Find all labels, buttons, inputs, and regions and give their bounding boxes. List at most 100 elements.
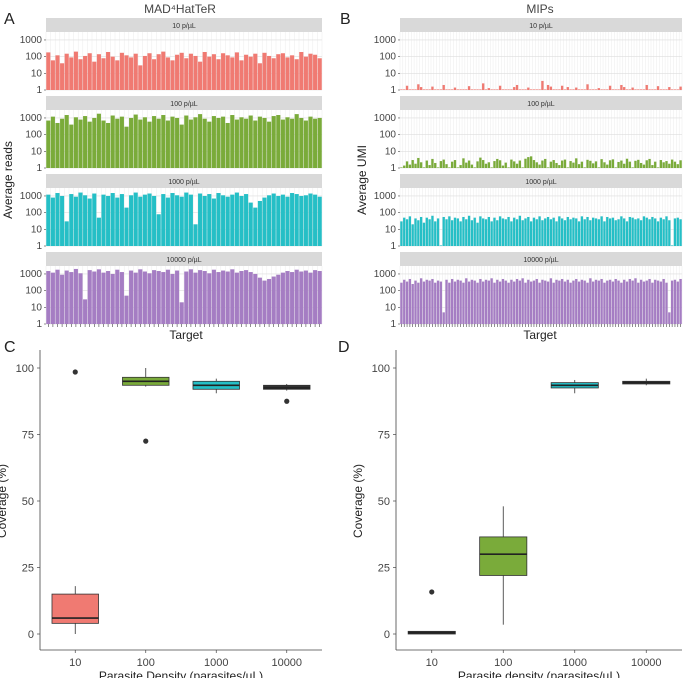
bar <box>411 89 414 90</box>
bar <box>459 165 462 168</box>
bar <box>92 117 97 168</box>
bar <box>665 161 668 168</box>
bar <box>280 53 285 90</box>
bar <box>541 80 544 90</box>
bar <box>631 217 634 246</box>
bar <box>501 218 505 246</box>
bar <box>620 84 623 90</box>
bar <box>115 60 120 90</box>
box-d-10000 <box>622 378 671 386</box>
bar <box>405 281 409 324</box>
bar <box>589 278 592 324</box>
bar <box>473 217 476 246</box>
bar <box>96 54 101 90</box>
bar <box>467 281 471 324</box>
bar <box>555 89 558 90</box>
bar <box>552 217 555 246</box>
bar <box>586 216 589 246</box>
bar <box>417 220 420 246</box>
bar <box>179 52 184 90</box>
bar <box>428 280 431 324</box>
bar <box>600 278 603 324</box>
bar <box>555 221 558 246</box>
bar <box>490 167 493 168</box>
facet-strip-label: 1000 p/µL <box>525 179 556 186</box>
bar <box>589 160 592 168</box>
bar <box>161 51 166 90</box>
facet-a-3: 10000 p/µL 1 10 100 1000 <box>20 252 323 330</box>
bar <box>580 161 584 168</box>
bar <box>262 197 267 246</box>
bar <box>92 61 97 90</box>
bar <box>211 198 216 246</box>
outlier-point <box>284 398 290 404</box>
y-tick-label: 100 <box>25 52 42 63</box>
panel-a-title: MAD⁴HatTeR <box>144 2 216 16</box>
bar <box>253 207 258 246</box>
bar <box>147 53 152 90</box>
bar <box>299 51 304 90</box>
bar <box>676 281 679 324</box>
bar <box>498 85 502 90</box>
bar <box>142 271 147 324</box>
bar <box>580 216 584 246</box>
bar <box>541 220 544 246</box>
bar <box>476 161 479 168</box>
bar <box>419 278 423 324</box>
bar <box>138 65 143 90</box>
bar <box>673 218 677 246</box>
bar <box>583 219 586 246</box>
panel-a-xlabel: Target <box>169 328 203 342</box>
y-tick-label: 100 <box>25 286 42 297</box>
bar <box>470 279 474 324</box>
bar <box>453 87 457 90</box>
bar <box>69 272 74 324</box>
bar <box>73 196 78 246</box>
bar <box>156 118 161 168</box>
bar <box>50 197 55 246</box>
bar <box>623 163 626 168</box>
bar <box>659 89 663 90</box>
bar <box>597 219 600 246</box>
bar <box>507 216 510 246</box>
bar <box>175 117 180 168</box>
bar <box>490 278 493 324</box>
bar <box>529 156 533 168</box>
bar <box>280 119 285 168</box>
bar <box>50 272 55 324</box>
bar <box>465 278 468 324</box>
bar <box>115 118 120 168</box>
bar <box>659 281 663 324</box>
bar <box>462 89 465 90</box>
bar <box>645 84 648 90</box>
bar <box>631 87 634 90</box>
bar <box>558 89 561 90</box>
panel-b-label: B <box>340 11 351 28</box>
bar <box>225 271 230 324</box>
facet-strip-label: 10 p/µL <box>172 23 196 30</box>
bar <box>317 196 322 246</box>
y-tick-label: 10 <box>385 224 397 235</box>
bar <box>207 56 212 90</box>
bar <box>211 269 216 324</box>
bar <box>152 270 157 324</box>
facet-strip <box>46 252 322 266</box>
bar <box>216 117 221 168</box>
bar <box>198 270 203 324</box>
bar <box>303 56 308 90</box>
facet-strip <box>400 18 682 32</box>
outlier-point <box>72 369 78 375</box>
bar <box>490 221 493 246</box>
bar <box>496 220 499 246</box>
bar <box>524 218 527 246</box>
bar <box>665 89 668 90</box>
bar <box>507 89 510 90</box>
bar <box>431 278 434 324</box>
bar <box>662 162 665 168</box>
bar <box>580 89 584 90</box>
bar <box>202 51 207 90</box>
bar <box>147 273 152 324</box>
y-tick-label: 1000 <box>374 35 397 46</box>
bar <box>544 218 547 246</box>
bar <box>589 89 592 90</box>
